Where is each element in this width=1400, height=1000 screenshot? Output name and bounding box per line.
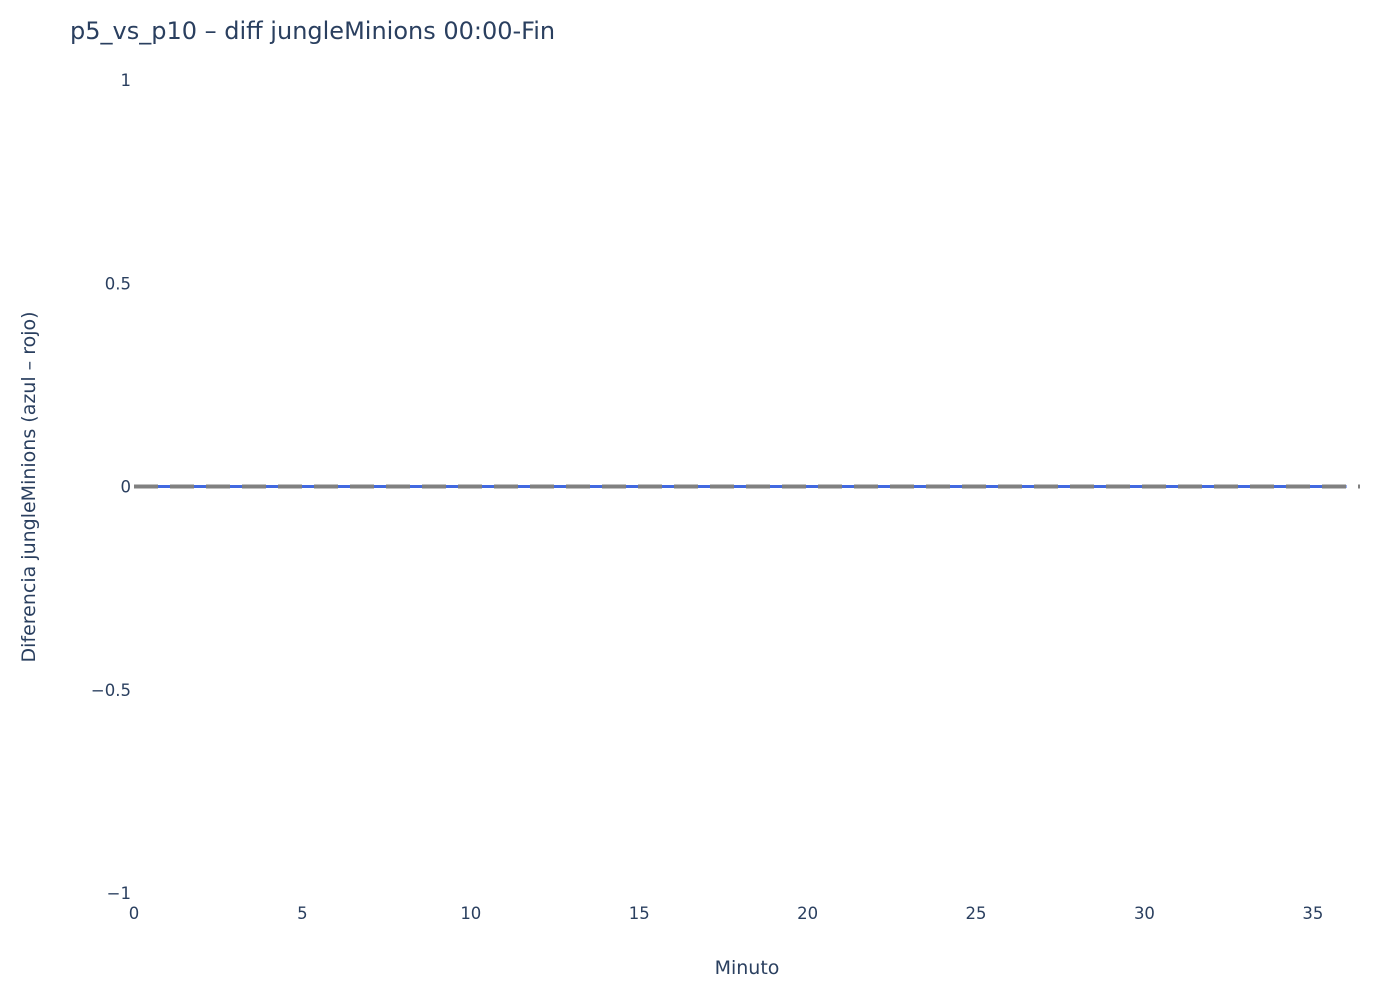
x-tick-label: 10	[460, 904, 481, 923]
y-axis-title: Diferencia jungleMinions (azul – rojo)	[18, 311, 40, 662]
x-tick-label: 15	[629, 904, 650, 923]
x-tick-label: 25	[966, 904, 987, 923]
y-tick-label: −0.5	[91, 681, 131, 700]
y-tick-label: 1	[121, 71, 132, 90]
x-tick-label: 20	[797, 904, 818, 923]
y-tick-label: −1	[107, 884, 131, 903]
x-tick-label: 5	[297, 904, 308, 923]
x-tick-label: 30	[1134, 904, 1155, 923]
y-axis-ticks: −1 −0.5 0 0.5 1	[91, 71, 131, 903]
x-tick-label: 0	[129, 904, 140, 923]
x-axis-ticks: 0 5 10 15 20 25 30 35	[129, 904, 1324, 923]
chart-title: p5_vs_p10 – diff jungleMinions 00:00-Fin	[70, 17, 555, 45]
x-tick-label: 35	[1302, 904, 1323, 923]
x-axis-title: Minuto	[715, 957, 780, 979]
y-tick-label: 0.5	[105, 274, 131, 293]
y-tick-label: 0	[121, 478, 132, 497]
